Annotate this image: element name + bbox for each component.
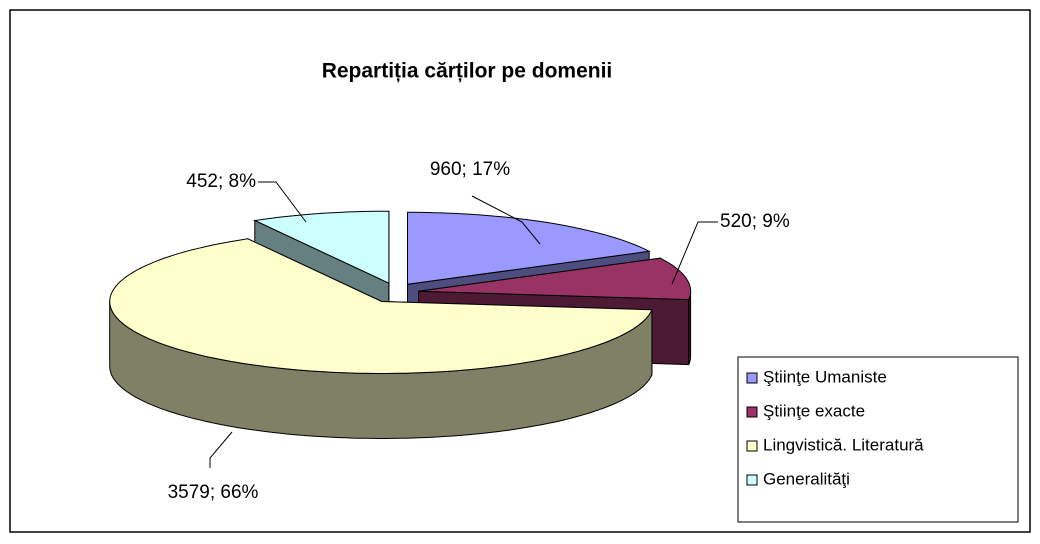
slice: [253, 210, 390, 284]
legend-swatch: [746, 440, 758, 452]
leader-line: [258, 181, 307, 223]
legend-label: Ştiinţe Umaniste: [763, 367, 887, 386]
leader-line: [209, 431, 233, 468]
slice: [109, 238, 653, 374]
slice: [407, 211, 651, 285]
data-label: 452; 8%: [186, 171, 256, 192]
chart-title: Repartiția cărților pe domenii: [322, 60, 613, 83]
legend-label: Ştiinţe exacte: [763, 401, 865, 420]
legend-items: Ştiinţe Umaniste Ştiinţe exacte Lingvistic…: [746, 367, 924, 488]
data-label: 960; 17%: [430, 159, 510, 180]
legend-swatch: [746, 406, 758, 418]
legend-swatch: [746, 474, 758, 486]
leader-line: [471, 195, 541, 245]
data-label: 520; 9%: [720, 211, 790, 232]
pie: [109, 210, 692, 439]
slice-wall: [688, 291, 692, 365]
slice: [418, 257, 692, 301]
legend-label: Lingvistică. Literatură: [763, 435, 924, 454]
leader-line: [671, 221, 718, 285]
legend-swatch: [746, 372, 758, 384]
legend: [737, 356, 1019, 523]
data-label: 3579; 66%: [168, 482, 259, 503]
legend-label: Generalităţi: [763, 469, 850, 488]
